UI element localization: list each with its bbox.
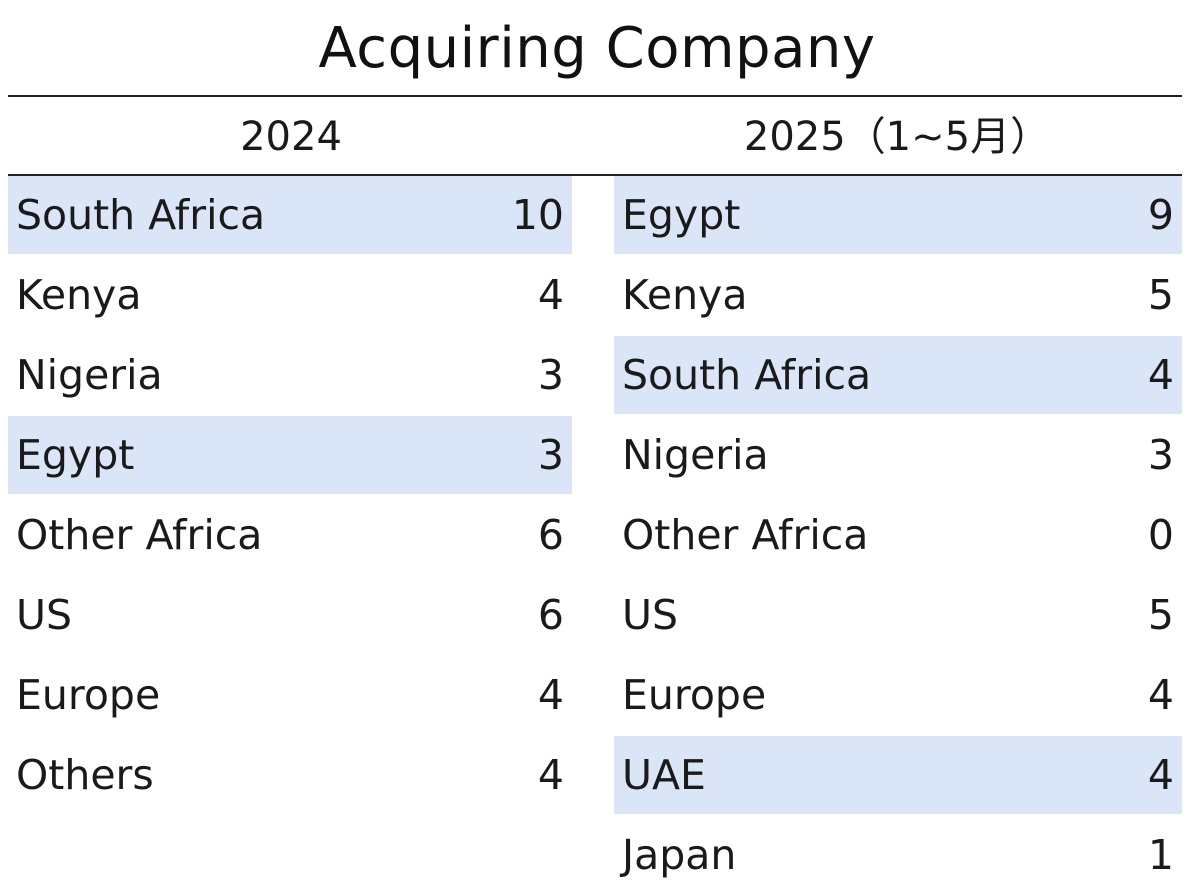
deal-count: 5 xyxy=(1147,271,1174,319)
table-row: Europe 4 xyxy=(614,656,1182,734)
deal-count: 9 xyxy=(1147,191,1174,239)
country-name: Kenya xyxy=(622,271,748,319)
country-name: Other Africa xyxy=(16,511,263,559)
deal-count: 4 xyxy=(537,751,564,799)
country-name: US xyxy=(16,591,73,639)
deal-count: 4 xyxy=(1147,671,1174,719)
country-name: US xyxy=(622,591,679,639)
deal-count: 3 xyxy=(537,351,564,399)
table-row: Japan 1 xyxy=(614,816,1182,894)
table-row: US 5 xyxy=(614,576,1182,654)
deal-count: 10 xyxy=(511,191,564,239)
table-row: Europe 4 xyxy=(8,656,572,734)
header-rule xyxy=(8,174,1182,176)
year-header-2024: 2024 xyxy=(240,114,342,160)
table-row: Kenya 4 xyxy=(8,256,572,334)
country-name: Egypt xyxy=(622,191,741,239)
country-name: Europe xyxy=(16,671,161,719)
country-name: Others xyxy=(16,751,154,799)
country-name: Other Africa xyxy=(622,511,869,559)
year-header-2025: 2025（1~5月） xyxy=(743,114,1051,160)
table-row: Kenya 5 xyxy=(614,256,1182,334)
table-row: Others 4 xyxy=(8,736,572,814)
table-row: UAE 4 xyxy=(614,736,1182,814)
deal-count: 4 xyxy=(537,271,564,319)
country-name: South Africa xyxy=(16,191,266,239)
deal-count: 3 xyxy=(537,431,564,479)
country-name: Nigeria xyxy=(622,431,769,479)
table-row: US 6 xyxy=(8,576,572,654)
country-name: South Africa xyxy=(622,351,872,399)
table-row: Nigeria 3 xyxy=(8,336,572,414)
deal-count: 0 xyxy=(1147,511,1174,559)
table-row: Nigeria 3 xyxy=(614,416,1182,494)
country-name: Egypt xyxy=(16,431,135,479)
table-row: Other Africa 0 xyxy=(614,496,1182,574)
country-name: UAE xyxy=(622,751,706,799)
country-name: Nigeria xyxy=(16,351,163,399)
country-name: Japan xyxy=(622,831,737,879)
deal-count: 3 xyxy=(1147,431,1174,479)
deal-count: 6 xyxy=(537,511,564,559)
deal-count: 6 xyxy=(537,591,564,639)
top-rule xyxy=(8,95,1182,97)
deal-count: 5 xyxy=(1147,591,1174,639)
deal-count: 4 xyxy=(537,671,564,719)
table-row: Egypt 9 xyxy=(614,176,1182,254)
deal-count: 4 xyxy=(1147,751,1174,799)
country-name: Kenya xyxy=(16,271,142,319)
deal-count: 4 xyxy=(1147,351,1174,399)
table-row: South Africa 4 xyxy=(614,336,1182,414)
table-title: Acquiring Company xyxy=(318,16,876,81)
table-row: Other Africa 6 xyxy=(8,496,572,574)
deal-count: 1 xyxy=(1147,831,1174,879)
country-name: Europe xyxy=(622,671,767,719)
table-row: South Africa 10 xyxy=(8,176,572,254)
table-row: Egypt 3 xyxy=(8,416,572,494)
